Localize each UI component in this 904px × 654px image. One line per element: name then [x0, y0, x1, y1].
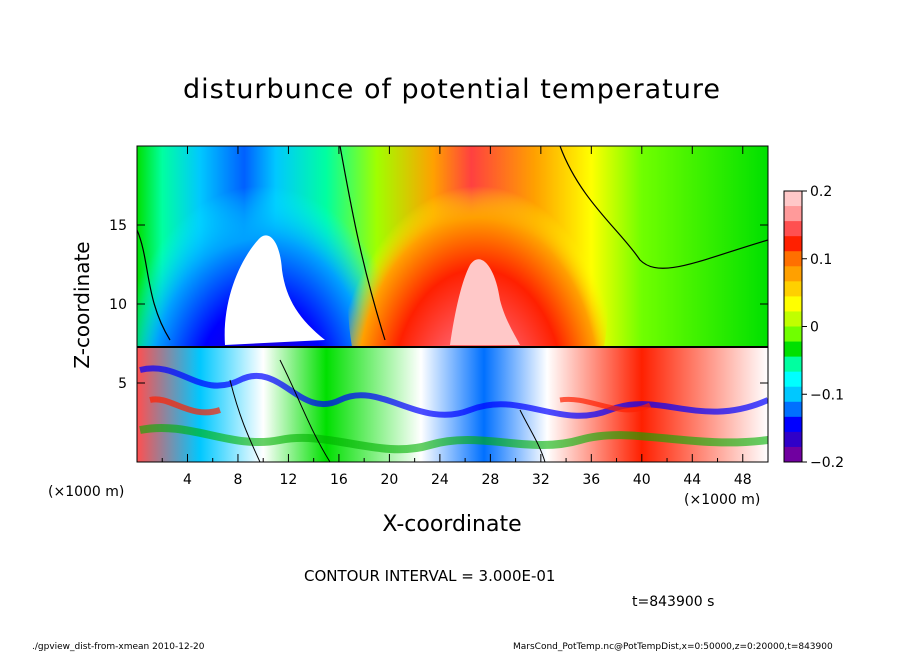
contour-interval: CONTOUR INTERVAL = 3.000E-01: [304, 567, 556, 585]
colorbar-swatch: [784, 416, 802, 433]
colorbar-swatch: [784, 236, 802, 252]
colorbar: 0.2 0.1 0 −0.1 −0.2: [783, 184, 844, 471]
x-tick-label: 16: [330, 472, 348, 488]
colorbar-swatch: [784, 341, 802, 358]
y-axis: 5 10 15: [109, 218, 768, 392]
colorbar-swatch: [784, 371, 802, 388]
colorbar-swatch: [784, 221, 802, 237]
colorbar-swatch: [784, 326, 802, 343]
x-axis: 4 8 12 16 20 24 28 32 36 40 44 48: [161, 146, 752, 488]
colorbar-swatch: [784, 386, 802, 403]
y-tick-label: 10: [109, 297, 127, 313]
y-tick-label: 5: [118, 376, 127, 392]
colorbar-swatch: [784, 296, 802, 312]
colorbar-tick-label: 0.1: [810, 252, 832, 268]
footer-script: ./gpview_dist-from-xmean 2010-12-20: [32, 642, 205, 652]
x-unit-left: (×1000 m): [48, 484, 125, 500]
colorbar-swatch: [784, 356, 802, 373]
x-axis-label: X-coordinate: [382, 512, 522, 537]
warm-core: [450, 259, 520, 345]
colorbar-swatch: [784, 251, 802, 267]
colorbar-swatch: [784, 401, 802, 418]
x-tick-label: 20: [380, 472, 398, 488]
y-axis-label: Z-coordinate: [70, 241, 94, 369]
colorbar-swatch: [784, 266, 802, 282]
colorbar-swatch: [784, 431, 802, 448]
colorbar-swatch: [784, 191, 802, 207]
colorbar-swatch: [784, 311, 802, 327]
x-tick-label: 48: [734, 472, 752, 488]
cold-core: [224, 235, 325, 345]
x-tick-label: 8: [233, 472, 242, 488]
colorbar-tick-label: −0.1: [810, 387, 844, 403]
x-tick-label: 28: [481, 472, 499, 488]
x-tick-label: 32: [532, 472, 550, 488]
chart-title: disturbunce of potential temperature: [183, 74, 721, 105]
time-stamp: t=843900 s: [632, 594, 715, 610]
footer-source: MarsCond_PotTemp.nc@PotTempDist,x=0:5000…: [513, 642, 833, 652]
x-tick-label: 12: [280, 472, 298, 488]
x-tick-label: 36: [582, 472, 600, 488]
colorbar-swatch: [784, 206, 802, 222]
y-tick-label: 15: [109, 218, 127, 234]
colorbar-tick-label: −0.2: [810, 455, 844, 471]
x-tick-label: 40: [633, 472, 651, 488]
field-layer: [137, 146, 768, 462]
x-unit-right: (×1000 m): [684, 492, 761, 508]
colorbar-swatch: [784, 446, 802, 463]
x-tick-label: 4: [183, 472, 192, 488]
x-tick-label: 44: [683, 472, 701, 488]
colorbar-swatch: [784, 281, 802, 297]
colorbar-tick-label: 0.2: [810, 184, 832, 200]
colorbar-tick-label: 0: [810, 320, 819, 336]
x-tick-label: 24: [431, 472, 449, 488]
